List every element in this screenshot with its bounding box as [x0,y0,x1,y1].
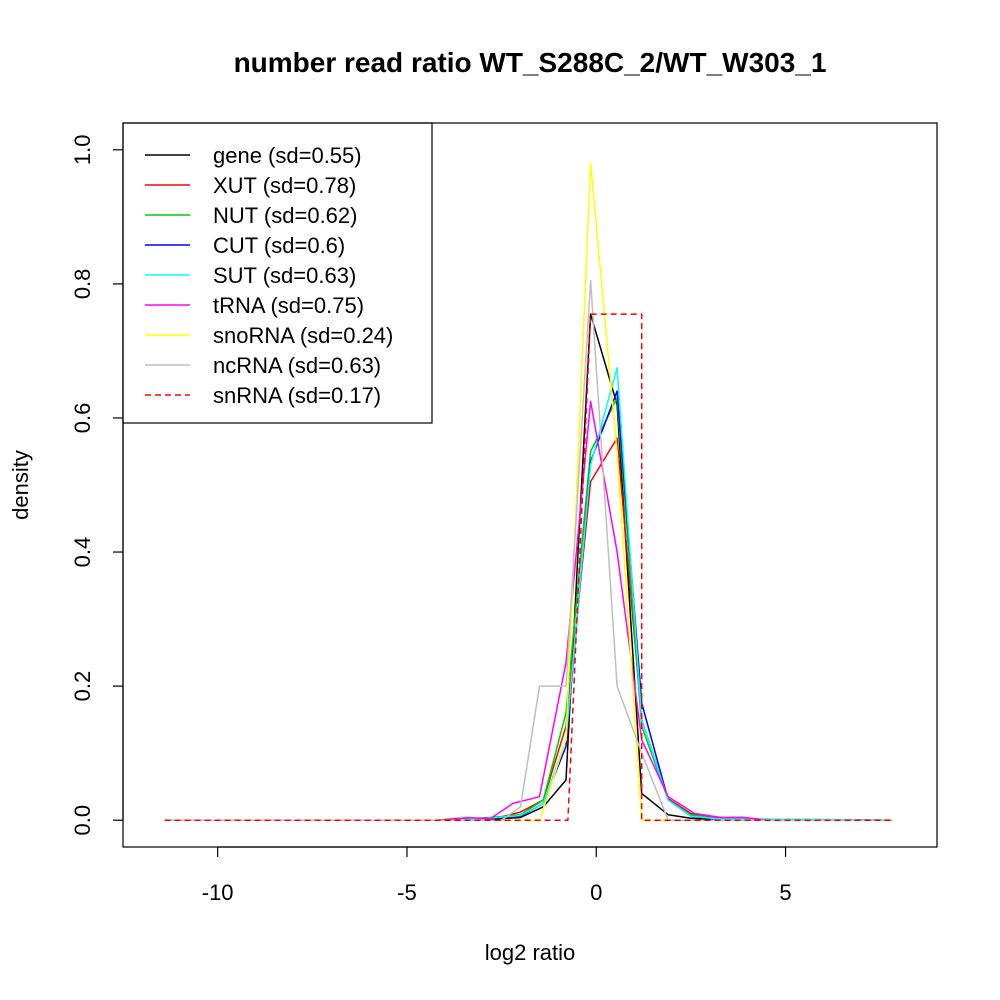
legend-label: tRNA (sd=0.75) [213,293,364,318]
y-tick-label: 0.8 [70,269,95,300]
plot-frame [122,122,938,848]
y-tick-label: 0.6 [70,403,95,434]
series-line-8 [164,313,892,821]
x-axis-label: log2 ratio [485,940,576,965]
legend-label: ncRNA (sd=0.63) [213,353,381,378]
y-tick-label: 0.4 [70,537,95,568]
legend-label: snRNA (sd=0.17) [213,383,381,408]
chart-title: number read ratio WT_S288C_2/WT_W303_1 [234,47,827,78]
legend-label: gene (sd=0.55) [213,143,362,168]
legend-box [122,122,433,424]
y-tick-label: 0.2 [70,671,95,702]
x-tick-label: -10 [202,880,234,905]
y-axis-label: density [8,450,33,520]
legend-label: snoRNA (sd=0.24) [213,323,393,348]
y-tick-label: 1.0 [70,135,95,166]
legend-label: NUT (sd=0.62) [213,203,357,228]
x-tick-label: -5 [397,880,417,905]
y-tick-label: 0.0 [70,805,95,836]
legend: gene (sd=0.55) XUT (sd=0.78) NUT (sd=0.62)… [122,122,433,424]
x-tick-label: 0 [590,880,602,905]
x-tick-label: 5 [779,880,791,905]
series-layer [164,162,892,821]
legend-label: SUT (sd=0.63) [213,263,356,288]
legend-label: XUT (sd=0.78) [213,173,356,198]
series-line-7 [164,279,892,821]
legend-label: CUT (sd=0.6) [213,233,345,258]
